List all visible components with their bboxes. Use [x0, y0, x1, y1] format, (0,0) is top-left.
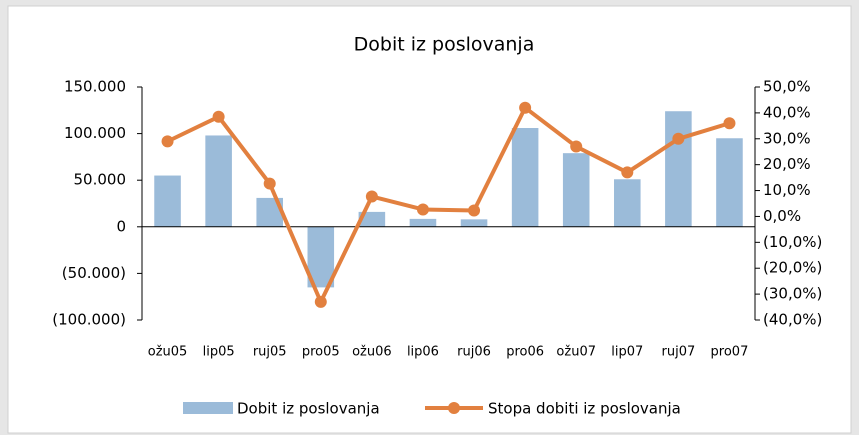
- marker: [621, 166, 634, 179]
- y2-tick-label: 10,0%: [763, 181, 811, 199]
- x-tick-label: pro07: [711, 345, 749, 360]
- bar: [716, 138, 743, 227]
- line: [166, 105, 731, 304]
- x-tick-label: ožu07: [556, 345, 596, 360]
- x-tick-label: pro05: [302, 345, 340, 360]
- bar: [358, 211, 386, 227]
- marker: [519, 101, 532, 114]
- y2-tick-label: (40,0%): [763, 311, 822, 329]
- marker: [570, 140, 583, 153]
- marker: [365, 190, 378, 203]
- marker: [161, 135, 174, 148]
- y-tick-label: 150.000: [64, 78, 126, 96]
- y2-tick-label: 30,0%: [763, 129, 811, 147]
- y-tick-label: 0: [116, 217, 126, 235]
- bar: [205, 135, 232, 227]
- marker: [212, 110, 225, 123]
- marker: [672, 132, 685, 145]
- bar: [562, 153, 590, 227]
- bar: [614, 179, 641, 227]
- y2-tick-label: 0,0%: [763, 207, 801, 225]
- x-tick-label: lip05: [203, 345, 235, 360]
- x-tick-label: lip07: [611, 345, 643, 360]
- x-tick-label: ruj05: [253, 345, 287, 360]
- x-tick-label: pro06: [506, 345, 544, 360]
- y-tick-label: (100.000): [52, 311, 126, 329]
- bar: [409, 218, 437, 227]
- y-tick-label: (50.000): [62, 264, 126, 282]
- y2-tick-label: (20,0%): [763, 259, 822, 277]
- legend-label: Dobit iz poslovanja: [237, 400, 380, 418]
- legend-label: Stopa dobiti iz poslovanja: [488, 400, 681, 418]
- y2-tick-label: 20,0%: [763, 155, 811, 173]
- bar: [154, 175, 181, 227]
- y2-tick-label: (10,0%): [763, 233, 822, 251]
- bar: [460, 219, 488, 227]
- x-tick-label: ožu06: [352, 345, 392, 360]
- bar: [665, 111, 692, 227]
- legend-marker: [448, 402, 460, 414]
- marker: [263, 177, 276, 190]
- y2-tick-label: 40,0%: [763, 103, 811, 121]
- y2-tick-label: 50,0%: [763, 78, 811, 96]
- legend-swatch: [183, 402, 233, 414]
- bar: [511, 128, 539, 227]
- chart-title: Dobit iz poslovanja: [354, 34, 535, 56]
- x-tick-label: lip06: [407, 345, 439, 360]
- y2-tick-label: (30,0%): [763, 285, 822, 303]
- x-tick-label: ožu05: [148, 345, 188, 360]
- x-tick-label: ruj07: [662, 345, 696, 360]
- marker: [723, 117, 736, 130]
- marker: [416, 203, 429, 216]
- y-tick-label: 50.000: [74, 171, 127, 189]
- marker: [468, 204, 481, 217]
- marker: [314, 295, 327, 308]
- y-tick-label: 100.000: [64, 124, 126, 142]
- x-tick-label: ruj06: [457, 345, 491, 360]
